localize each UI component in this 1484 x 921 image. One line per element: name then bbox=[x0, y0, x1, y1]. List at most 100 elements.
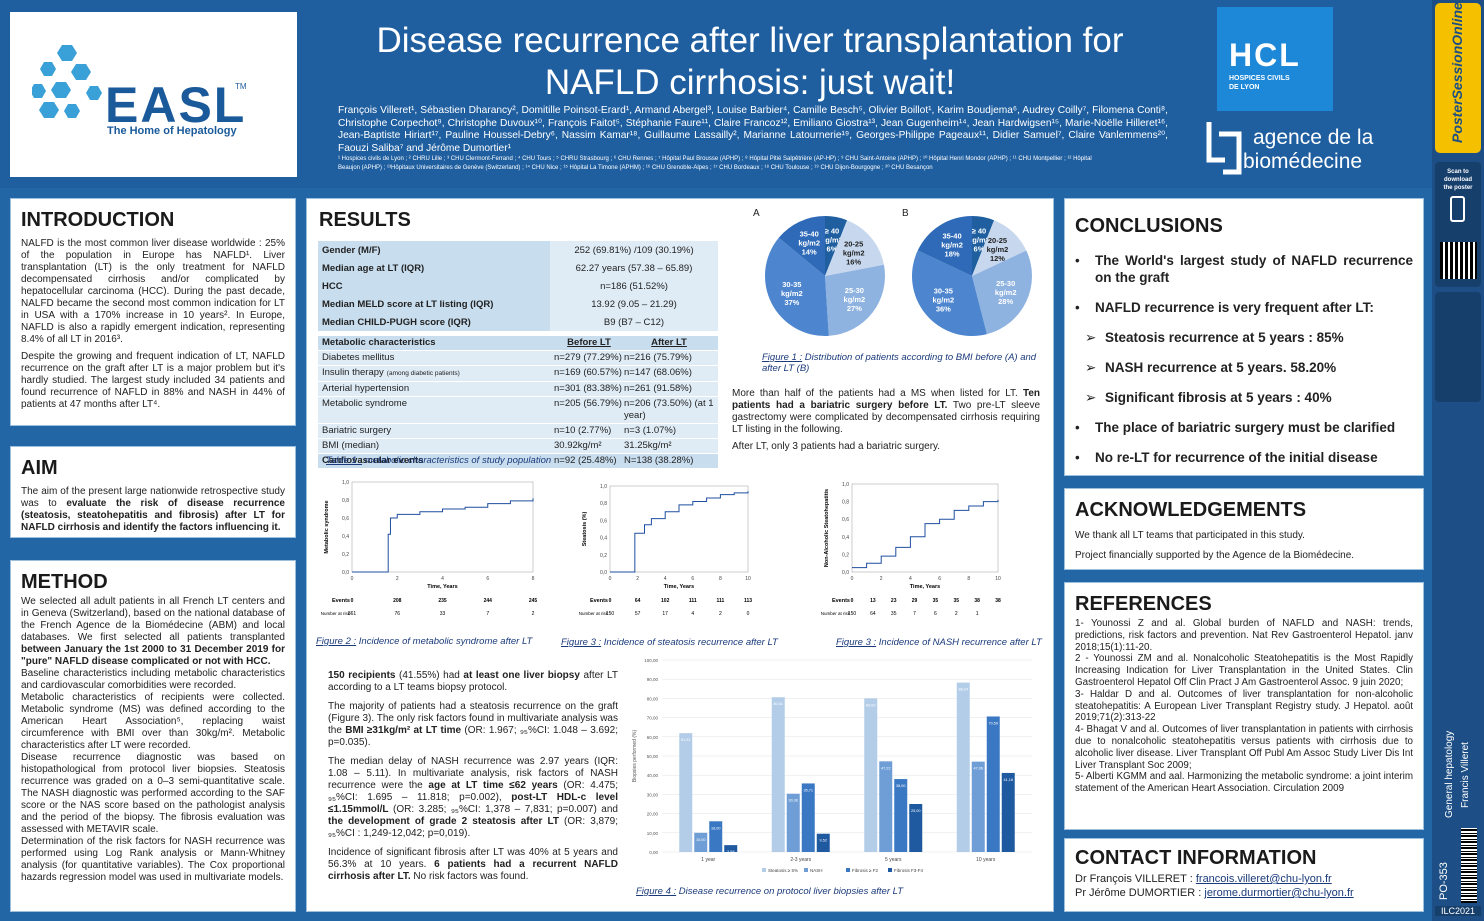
contact-line-2: Pr Jérôme DUMORTIER : jerome.durmortier@… bbox=[1075, 886, 1413, 900]
bullet-icon: • bbox=[1075, 300, 1080, 315]
bullet-icon: • bbox=[1075, 420, 1080, 435]
sidebar-event: ILC2021 bbox=[1435, 906, 1481, 916]
bar-value-label: 3,58 bbox=[727, 850, 734, 854]
results-table: Gender (M/F) 252 (69.81%) /109 (30.19%) Me… bbox=[318, 241, 718, 331]
bmi-text: More than half of the patients had a MS … bbox=[732, 388, 1040, 458]
metabolic-key-sub: (among diabetic patients) bbox=[386, 370, 460, 377]
biopsy-p4: Incidence of significant fibrosis after … bbox=[328, 847, 618, 883]
metabolic-key-text: Arterial hypertension bbox=[322, 383, 410, 394]
figure-3a-caption-text: Incidence of steatosis recurrence after … bbox=[601, 637, 778, 648]
metabolic-before: 30.92kg/m² bbox=[554, 440, 602, 451]
metabolic-after: After LT bbox=[651, 337, 687, 348]
metabolic-after: n=206 (73.50%) (at 1 year) bbox=[624, 398, 714, 421]
figure-3b-caption-text: Incidence of NASH recurrence after LT bbox=[876, 637, 1042, 648]
title-line-2: NAFLD cirrhosis: just wait! bbox=[544, 63, 956, 102]
km-x-label: Time, Years bbox=[910, 584, 940, 590]
bar-value-label: 25,00 bbox=[911, 809, 921, 813]
km-risk-value: 76 bbox=[394, 611, 400, 617]
ack-p2: Project financially supported by the Age… bbox=[1075, 550, 1355, 561]
aim-panel: AIM The aim of the present large nationw… bbox=[10, 446, 296, 538]
pie-slice bbox=[765, 237, 829, 336]
metabolic-after: n=261 (91.58%) bbox=[624, 383, 692, 394]
biopsy-p3-b2: post-LT HDL-c level ≤1.15mmol/L bbox=[328, 792, 619, 815]
aim-text-bold: evaluate the risk of disease recurrence … bbox=[21, 498, 285, 533]
km-x-label: Time, Years bbox=[427, 584, 457, 590]
steatosis-km-chart: 0,0 0,2 0,4 0,6 0,8 1,0 0 2 4 6 8 10 Time, Years Stea… bbox=[579, 484, 753, 617]
metabolic-row: Bariatric surgery n=10 (2.77%) n=3 (1.07%) bbox=[318, 423, 718, 438]
km-x-label: Time, Years bbox=[664, 584, 694, 590]
easl-wordmark: EASL bbox=[105, 77, 247, 133]
pie-slice-label: 20-25 kg/m2 16% bbox=[843, 239, 865, 266]
scan-text: Scan to download the poster bbox=[1443, 169, 1473, 191]
km-risk-value: 4 bbox=[691, 611, 694, 617]
aim-text: The aim of the present large nationwide … bbox=[21, 486, 285, 534]
acknowledgements-panel: ACKNOWLEDGEMENTS We thank all LT teams t… bbox=[1064, 488, 1424, 570]
hcl-subtitle: HOSPICES CIVILS DE LYON bbox=[1229, 74, 1329, 92]
pie-slice-label: 20-25 kg/m2 12% bbox=[987, 236, 1009, 263]
km-event-value: 111 bbox=[689, 598, 697, 604]
biopsy-p1: 150 recipients (41.55%) had at least one… bbox=[328, 670, 618, 694]
bar bbox=[971, 761, 985, 852]
biopsy-p4-post: No risk factors was found. bbox=[410, 871, 529, 882]
results-row: Median age at LT (IQR) 62.27 years (57.38… bbox=[318, 259, 718, 277]
km-curve bbox=[352, 498, 534, 573]
biopsy-p3-m2: (OR: 3.285; ₉₅%CI: 1,378 – 7,831; p=0.00… bbox=[388, 804, 618, 815]
metabolic-key-text: Cardiovascular events bbox=[322, 455, 424, 466]
pie-slice-label: ≥ 40 kg/m2 6% bbox=[821, 226, 843, 253]
conclusion-text: Steatosis recurrence at 5 years : 85% bbox=[1105, 330, 1344, 345]
pie-slice-label: ≥ 40 kg/m2 6% bbox=[968, 226, 990, 253]
bar bbox=[864, 698, 878, 852]
bullet-icon: • bbox=[1075, 450, 1080, 465]
poster-session-online-logo[interactable]: PosterSessionOnline bbox=[1435, 2, 1481, 153]
bar-category-label: 1 year bbox=[701, 857, 715, 863]
pie-slice bbox=[825, 216, 848, 276]
bar bbox=[771, 697, 785, 852]
km-risk-value: 64 bbox=[870, 611, 876, 617]
km-risk-label: Number at risk bbox=[821, 611, 851, 616]
km-event-value: 23 bbox=[891, 598, 897, 604]
contact-2-email-link[interactable]: jerome.durmortier@chu-lyon.fr bbox=[1204, 887, 1354, 899]
method-panel: METHOD We selected all adult patients in… bbox=[10, 560, 296, 912]
km-x-tick: 2 bbox=[880, 576, 883, 582]
title-line-1: Disease recurrence after liver transplan… bbox=[376, 21, 1124, 60]
scan-download-panel[interactable]: Scan to download the poster bbox=[1435, 162, 1481, 287]
km-frame bbox=[609, 485, 749, 573]
pie-label-b: B bbox=[902, 208, 909, 219]
affiliations: ¹ Hospices civils de Lyon ; ² CHRU Lille… bbox=[338, 156, 1092, 171]
results-row: Median CHILD-PUGH score (IQR) B9 (B7 – C1… bbox=[318, 313, 718, 331]
km-y-tick: 0,8 bbox=[342, 498, 349, 504]
qr-code-icon[interactable] bbox=[1440, 242, 1477, 279]
results-value: 62.27 years (57.38 – 65.89) bbox=[550, 259, 718, 277]
bar-y-tick: 40,00 bbox=[647, 773, 659, 778]
bar bbox=[694, 832, 708, 852]
km-risk-label: Number at risk bbox=[579, 611, 609, 616]
abm-line-2: biomédecine bbox=[1243, 150, 1363, 173]
bar-y-label: Biopsies performed (%) bbox=[632, 730, 638, 783]
figure-2-caption: Figure 2 : Incidence of metabolic syndro… bbox=[316, 636, 532, 647]
ack-p1: We thank all LT teams that participated … bbox=[1075, 530, 1305, 541]
reference-item: 3- Haldar D and al. Outcomes of liver tr… bbox=[1075, 688, 1413, 724]
phone-icon bbox=[1450, 196, 1465, 222]
sidebar-author: Francis Villeret bbox=[1460, 742, 1471, 808]
biopsy-p2-pre: The majority of patients had a steatosis… bbox=[328, 701, 618, 736]
bar-legend-entry: Fibrosis F3-F4 bbox=[894, 868, 924, 873]
abm-line-1: agence de la bbox=[1253, 126, 1374, 149]
metabolic-key-text: Metabolic characteristics bbox=[322, 337, 436, 348]
metabolic-key: Cardiovascular events bbox=[322, 455, 554, 467]
metabolic-key-text: BMI (median) bbox=[322, 440, 380, 451]
metabolic-table: Metabolic characteristics Before LT After … bbox=[318, 335, 718, 468]
bar-legend-entry: Fibrosis ≥ F2 bbox=[852, 868, 878, 873]
metabolic-key: Bariatric surgery bbox=[322, 425, 554, 437]
bar-y-tick: 80,00 bbox=[647, 696, 659, 701]
bar bbox=[986, 716, 1000, 852]
km-event-value: 35 bbox=[933, 598, 939, 604]
results-value: n=186 (51.52%) bbox=[550, 277, 718, 295]
bar-value-label: 35,71 bbox=[803, 788, 813, 792]
conclusion-item: • The World's largest study of NAFLD recu… bbox=[1075, 252, 1413, 286]
biopsy-p4-bold: 6 patients had a recurrent NAFLD cirrhos… bbox=[328, 859, 618, 882]
km-y-tick: 0,4 bbox=[600, 536, 607, 542]
metabolic-before: n=205 (56.79%) bbox=[554, 398, 622, 409]
contact-1-email-link[interactable]: francois.villeret@chu-lyon.fr bbox=[1195, 873, 1332, 885]
pie-slice-label: 25-30 kg/m2 27% bbox=[844, 286, 866, 313]
